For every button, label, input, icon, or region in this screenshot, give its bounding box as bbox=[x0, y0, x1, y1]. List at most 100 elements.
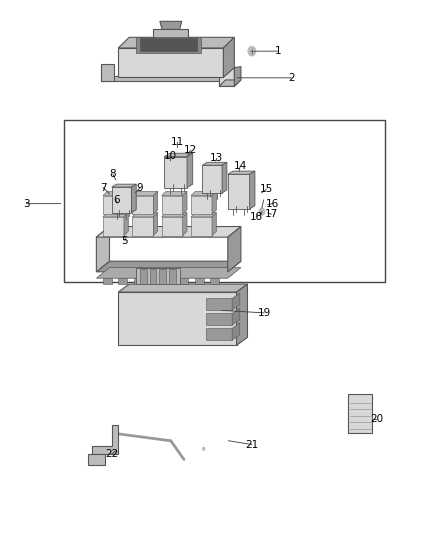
Polygon shape bbox=[212, 191, 216, 214]
Polygon shape bbox=[96, 227, 241, 237]
Polygon shape bbox=[219, 80, 241, 86]
Circle shape bbox=[202, 447, 205, 451]
Polygon shape bbox=[103, 213, 128, 217]
Bar bbox=[159, 269, 166, 284]
Polygon shape bbox=[228, 174, 250, 209]
Polygon shape bbox=[206, 298, 232, 310]
Text: 11: 11 bbox=[171, 138, 184, 147]
Bar bbox=[180, 278, 188, 284]
Polygon shape bbox=[101, 76, 219, 81]
Text: 10: 10 bbox=[163, 151, 177, 160]
Text: 19: 19 bbox=[258, 308, 271, 318]
Bar bbox=[164, 278, 173, 284]
Polygon shape bbox=[232, 323, 240, 340]
Polygon shape bbox=[92, 425, 118, 454]
Polygon shape bbox=[131, 184, 136, 213]
Text: 21: 21 bbox=[245, 440, 258, 449]
Polygon shape bbox=[124, 213, 128, 236]
Text: 17: 17 bbox=[265, 209, 278, 219]
Polygon shape bbox=[103, 217, 124, 236]
Circle shape bbox=[248, 46, 256, 56]
Bar bbox=[149, 278, 158, 284]
Polygon shape bbox=[191, 213, 216, 217]
Polygon shape bbox=[234, 67, 241, 86]
Polygon shape bbox=[183, 213, 187, 236]
Bar bbox=[103, 278, 112, 284]
Circle shape bbox=[259, 208, 265, 215]
Text: 16: 16 bbox=[266, 199, 279, 208]
Polygon shape bbox=[228, 227, 241, 272]
Bar bbox=[140, 269, 147, 284]
Polygon shape bbox=[183, 191, 187, 214]
Polygon shape bbox=[88, 454, 105, 465]
Bar bbox=[118, 278, 127, 284]
Polygon shape bbox=[153, 29, 188, 48]
Text: 15: 15 bbox=[260, 184, 273, 194]
Polygon shape bbox=[162, 213, 187, 217]
Polygon shape bbox=[96, 227, 110, 272]
Polygon shape bbox=[140, 38, 197, 51]
Polygon shape bbox=[153, 191, 158, 214]
Text: 5: 5 bbox=[121, 236, 128, 246]
Text: 1: 1 bbox=[275, 46, 282, 56]
Polygon shape bbox=[164, 154, 193, 157]
Polygon shape bbox=[153, 213, 158, 236]
Polygon shape bbox=[136, 268, 180, 284]
Polygon shape bbox=[124, 191, 128, 214]
Text: 8: 8 bbox=[110, 169, 117, 179]
Bar bbox=[150, 269, 156, 284]
Bar bbox=[134, 278, 142, 284]
Polygon shape bbox=[219, 68, 234, 86]
Text: 13: 13 bbox=[210, 154, 223, 163]
Polygon shape bbox=[118, 48, 223, 77]
Polygon shape bbox=[112, 187, 131, 213]
Polygon shape bbox=[348, 394, 372, 433]
Polygon shape bbox=[132, 213, 158, 217]
Polygon shape bbox=[162, 196, 183, 214]
Polygon shape bbox=[96, 268, 241, 278]
Polygon shape bbox=[162, 191, 187, 196]
Polygon shape bbox=[187, 154, 193, 188]
Polygon shape bbox=[191, 217, 212, 236]
Text: 12: 12 bbox=[184, 146, 197, 155]
Text: 6: 6 bbox=[113, 196, 120, 205]
Polygon shape bbox=[160, 21, 182, 29]
Polygon shape bbox=[222, 162, 227, 193]
Polygon shape bbox=[136, 37, 201, 53]
Text: 2: 2 bbox=[288, 73, 295, 83]
Polygon shape bbox=[132, 196, 153, 214]
Polygon shape bbox=[191, 196, 212, 214]
Polygon shape bbox=[228, 171, 255, 174]
Bar bbox=[195, 278, 204, 284]
Polygon shape bbox=[112, 184, 136, 187]
Polygon shape bbox=[132, 191, 158, 196]
Polygon shape bbox=[132, 217, 153, 236]
Polygon shape bbox=[212, 213, 216, 236]
Polygon shape bbox=[162, 217, 183, 236]
Text: 7: 7 bbox=[99, 183, 106, 192]
Polygon shape bbox=[191, 191, 216, 196]
Text: 9: 9 bbox=[137, 183, 144, 192]
Polygon shape bbox=[206, 328, 232, 340]
Text: 22: 22 bbox=[105, 449, 118, 459]
Polygon shape bbox=[232, 308, 240, 325]
Polygon shape bbox=[202, 165, 222, 193]
Bar bbox=[64, 120, 385, 282]
Polygon shape bbox=[202, 162, 227, 165]
Polygon shape bbox=[96, 261, 241, 272]
Text: 14: 14 bbox=[233, 161, 247, 171]
Polygon shape bbox=[232, 293, 240, 310]
Bar bbox=[210, 278, 219, 284]
Polygon shape bbox=[250, 171, 255, 209]
Bar bbox=[169, 269, 176, 284]
Polygon shape bbox=[118, 292, 237, 345]
Text: 20: 20 bbox=[370, 415, 383, 424]
Text: 18: 18 bbox=[250, 212, 263, 222]
Polygon shape bbox=[223, 37, 234, 77]
Polygon shape bbox=[103, 196, 124, 214]
Polygon shape bbox=[118, 37, 234, 48]
Polygon shape bbox=[164, 157, 187, 188]
Text: 3: 3 bbox=[23, 199, 30, 208]
Polygon shape bbox=[103, 191, 128, 196]
Polygon shape bbox=[206, 313, 232, 325]
